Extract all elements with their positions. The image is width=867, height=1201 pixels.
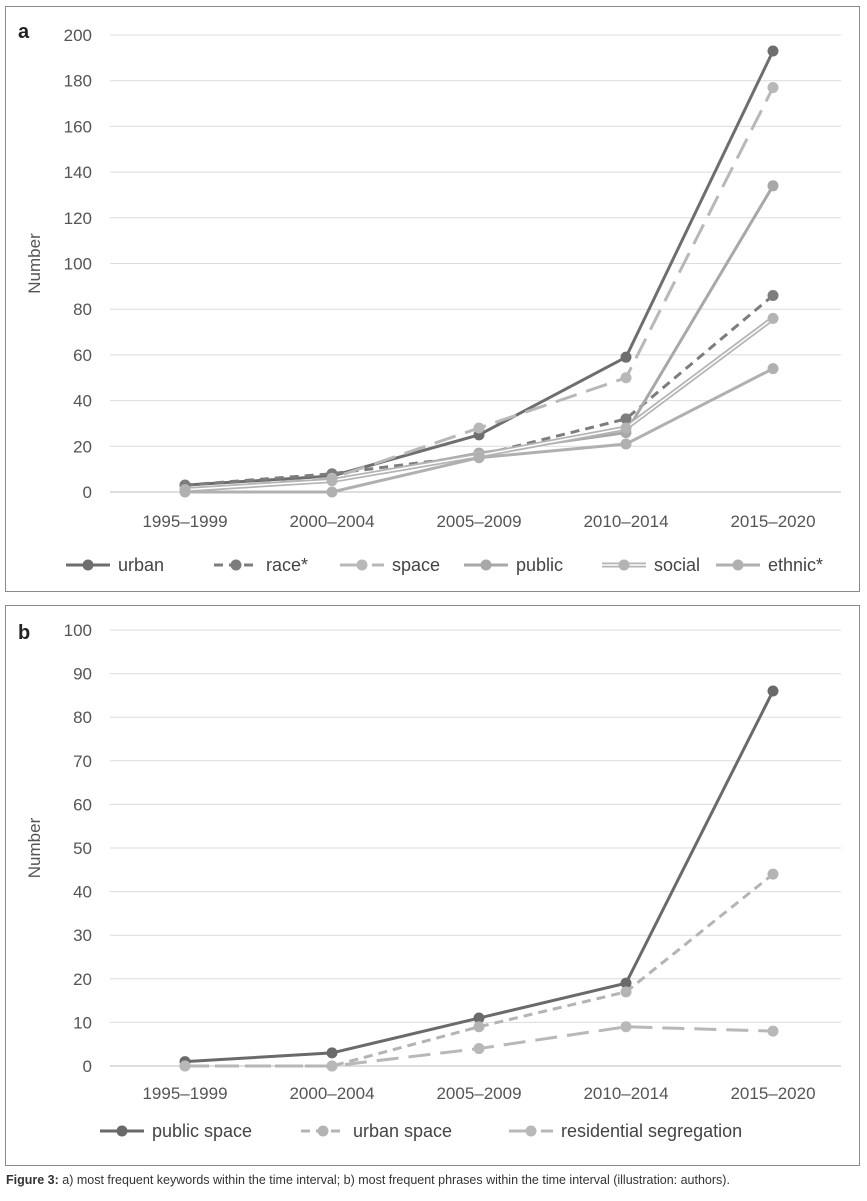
x-tick-label: 2005–2009 [436,1084,521,1103]
data-point-ethnic* [620,438,632,450]
data-point-ethnic* [326,486,338,498]
data-point-ethnic* [473,452,485,464]
x-tick-label: 1995–1999 [142,1084,227,1103]
y-tick-label: 0 [83,1057,92,1076]
data-point-social [767,312,779,324]
data-point-public space [326,1047,338,1059]
y-tick-label: 80 [73,300,92,319]
y-tick-label: 60 [73,346,92,365]
data-point-space [473,422,485,434]
legend-label: public [516,555,563,575]
legend-label: public space [152,1121,252,1141]
legend-marker [230,559,242,571]
y-tick-label: 20 [73,437,92,456]
y-tick-label: 160 [64,117,92,136]
y-tick-label: 120 [64,209,92,228]
y-tick-label: 200 [64,26,92,45]
data-point-ethnic* [767,363,779,375]
legend-marker [356,559,368,571]
series-line-race* [184,294,774,487]
x-tick-label: 2015–2020 [730,1084,815,1103]
data-point-residential segregation [767,1025,779,1037]
y-tick-label: 70 [73,752,92,771]
caption-text: a) most frequent keywords within the tim… [58,1173,730,1187]
x-tick-label: 2000–2004 [289,512,374,531]
caption-label: Figure 3: [6,1173,59,1187]
legend-label: urban [118,555,164,575]
legend-label: social [654,555,700,575]
data-point-space [767,82,779,94]
panel-letter: a [18,21,30,43]
data-point-urban [767,45,779,57]
data-point-residential segregation [179,1060,191,1072]
y-axis-label: Number [25,233,44,294]
legend-label: space [392,555,440,575]
series-line-social [184,316,775,493]
data-point-urban [620,351,632,363]
data-point-public space [620,977,632,989]
y-tick-label: 180 [64,72,92,91]
x-tick-label: 2010–2014 [583,1084,668,1103]
y-tick-label: 20 [73,970,92,989]
y-axis-label: Number [25,817,44,878]
x-tick-label: 1995–1999 [142,512,227,531]
data-point-ethnic* [179,486,191,498]
y-tick-label: 40 [73,883,92,902]
legend-label: residential segregation [561,1121,742,1141]
y-tick-label: 60 [73,795,92,814]
y-tick-label: 100 [64,255,92,274]
legend-label: urban space [353,1121,452,1141]
series-line-inner-social [184,317,774,491]
data-point-social [326,475,338,487]
y-tick-label: 100 [64,621,92,640]
data-point-race* [620,413,632,425]
legend-marker [82,559,94,571]
legend-marker [525,1125,537,1137]
chart-b-svg: b 0 10 20 30 40 50 60 70 80 90 100 Number 1995–1999 20… [18,621,841,1141]
legend-marker [618,559,630,571]
legend-marker [480,559,492,571]
y-tick-label: 90 [73,665,92,684]
panel-letter: b [18,622,30,644]
data-point-space [620,372,632,384]
x-tick-label: 2000–2004 [289,1084,374,1103]
data-point-residential segregation [473,1043,485,1055]
y-tick-label: 30 [73,926,92,945]
y-tick-label: 50 [73,839,92,858]
series-line-urban [184,50,775,487]
data-point-residential segregation [326,1060,338,1072]
legend-label: ethnic* [768,555,823,575]
y-tick-label: 140 [64,163,92,182]
chart-panel-a: a 0 20 40 60 80 100 120 140 160 180 200 Number 1995–1… [5,6,860,592]
data-point-public [767,180,779,192]
y-tick-label: 0 [83,483,92,502]
y-tick-label: 80 [73,708,92,727]
chart-a-svg: a 0 20 40 60 80 100 120 140 160 180 200 Number 1995–1… [18,21,841,575]
legend-label: race* [266,555,308,575]
chart-panel-b: b 0 10 20 30 40 50 60 70 80 90 100 Number 1995–1999 20… [5,605,860,1166]
series-line-urban space [185,872,774,1068]
series-line-public space [184,690,775,1064]
legend-marker [116,1125,128,1137]
data-point-public space [767,685,779,697]
legend-marker [732,559,744,571]
x-tick-label: 2010–2014 [583,512,668,531]
data-point-social [620,422,632,434]
data-point-urban space [620,986,632,998]
data-point-residential segregation [620,1021,632,1033]
legend-marker [317,1125,329,1137]
y-tick-label: 40 [73,392,92,411]
x-tick-label: 2015–2020 [730,512,815,531]
data-point-urban space [473,1021,485,1033]
figure-caption: Figure 3: a) most frequent keywords with… [6,1173,861,1187]
data-point-public space [473,1012,485,1024]
data-point-urban space [767,868,779,880]
y-tick-label: 10 [73,1013,92,1032]
x-tick-label: 2005–2009 [436,512,521,531]
data-point-race* [767,289,779,301]
